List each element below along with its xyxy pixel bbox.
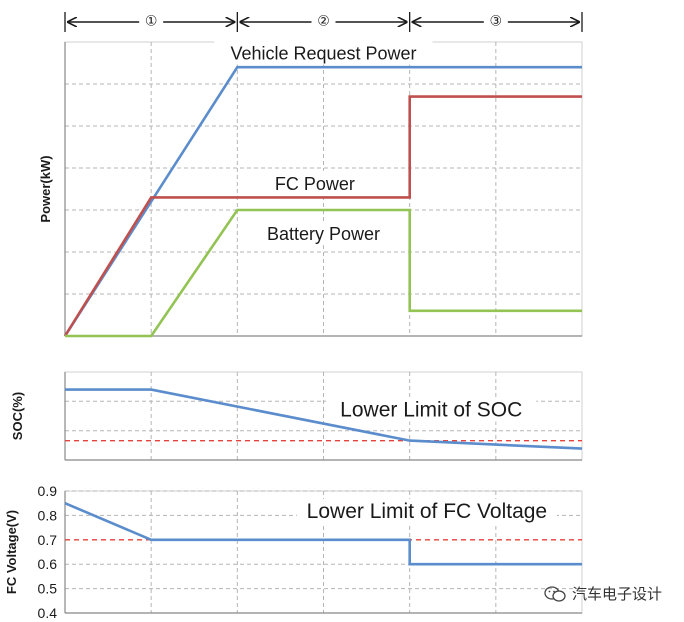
vehicle-request-power-label: Vehicle Request Power <box>230 44 416 64</box>
watermark: 汽车电子设计 <box>544 583 662 604</box>
y-tick-label: 0.4 <box>38 605 58 621</box>
fc-power-label: FC Power <box>275 174 355 194</box>
phase-label: ③ <box>490 12 503 28</box>
vehicle-request-power-line <box>63 65 582 337</box>
phase-header: ① ② ③ <box>64 12 583 32</box>
power-chart: Power(kW) Vehicle Request Power FC Power Ba… <box>38 40 583 338</box>
fc_voltage-y-axis-label: FC Voltage(V) <box>4 510 19 594</box>
phase-label: ② <box>317 12 330 28</box>
lower-limit-of-soc-label-bg <box>326 397 537 422</box>
soc-chart: SOC(%) Lower Limit of SOC <box>10 371 583 461</box>
phase-label-bg <box>139 12 164 32</box>
y-tick-label: 0.8 <box>38 507 58 523</box>
wechat-icon <box>544 585 566 602</box>
lower-limit-of-fc-voltage-label-bg <box>296 498 557 523</box>
fc-power-label-bg <box>264 170 365 195</box>
lower-limit-of-fc-voltage-label: Lower Limit of FC Voltage <box>307 500 547 523</box>
fc-voltage-line <box>64 502 582 566</box>
fc-voltage-chart: FC Voltage(V) 0.9 0.8 0.7 0.6 0.5 0.4 Lower Lim… <box>4 483 583 621</box>
phase-label-bg <box>311 12 336 32</box>
vehicle-request-power-label-bg <box>214 40 433 65</box>
soc-y-axis-label: SOC(%) <box>10 392 25 440</box>
y-tick-label: 0.5 <box>38 581 58 597</box>
soc-line <box>65 388 583 450</box>
lower-limit-of-soc-label: Lower Limit of SOC <box>340 399 522 422</box>
battery-power-label: Battery Power <box>267 224 380 244</box>
phase-label-bg <box>483 12 508 32</box>
y-tick-label: 0.7 <box>38 532 58 548</box>
battery-power-line <box>65 208 582 338</box>
battery-power-label-bg <box>255 221 392 246</box>
y-tick-label: 0.6 <box>38 556 58 572</box>
power-y-axis-label: Power(kW) <box>38 155 53 222</box>
phase-label: ① <box>145 12 158 28</box>
y-tick-label: 0.9 <box>38 483 58 499</box>
fc-power-line <box>63 95 582 337</box>
watermark-text: 汽车电子设计 <box>571 585 662 603</box>
